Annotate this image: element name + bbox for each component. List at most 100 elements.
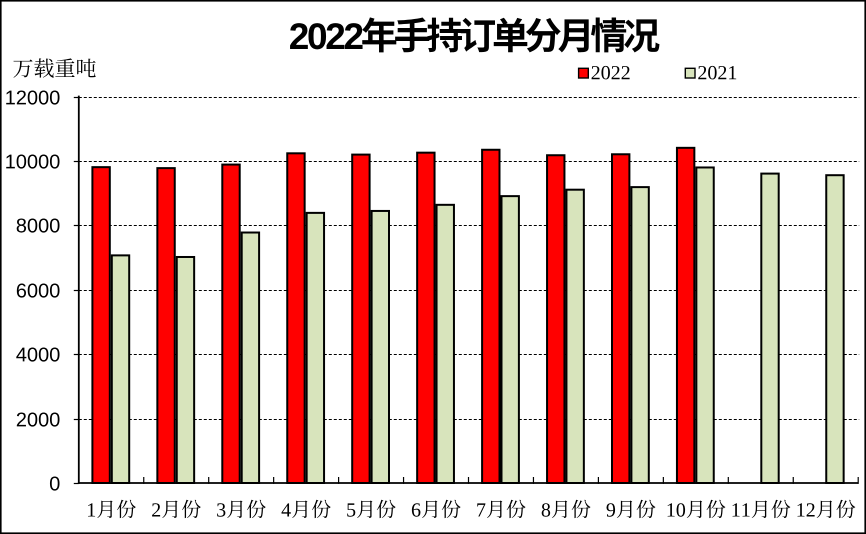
glyph-月 [616, 500, 633, 519]
bar-2022-4月份 [286, 152, 306, 484]
glyph-2 [326, 23, 345, 49]
glyph-月 [816, 500, 833, 519]
glyph-0 [308, 23, 327, 50]
glyph-0 [708, 65, 717, 80]
glyph-6 [411, 503, 421, 517]
bar-2021-5月份 [370, 209, 391, 484]
y-tick-label-2000 [16, 412, 60, 427]
glyph-份 [376, 499, 396, 519]
glyph-1 [742, 503, 750, 517]
bar-2021-4月份 [305, 211, 326, 484]
bar-2021-6月份 [435, 203, 455, 485]
bar-2021-9月份 [630, 186, 650, 484]
bar-2022-6月份 [416, 151, 436, 485]
glyph-1 [6, 90, 15, 105]
chart-title [290, 17, 660, 53]
glyph-份 [506, 499, 526, 519]
bar-2022-7月份 [481, 148, 501, 484]
bar-2021-7月份 [500, 195, 520, 485]
legend-item-2021 [684, 65, 737, 80]
glyph-0 [676, 503, 686, 517]
x-tick-label-11月份 [732, 499, 791, 519]
glyph-月 [686, 500, 703, 519]
x-tick-label-1月份 [88, 499, 136, 519]
glyph-月 [558, 19, 589, 53]
glyph-7 [477, 503, 486, 517]
glyph-3 [217, 503, 226, 517]
glyph-1 [667, 503, 675, 517]
glyph-订 [460, 17, 495, 53]
glyph-月 [357, 500, 373, 519]
glyph-份 [771, 499, 791, 519]
glyph-载 [34, 58, 54, 78]
x-tick-label-3月份 [217, 499, 266, 519]
x-tick-label-9月份 [606, 499, 656, 519]
bar-2022-9月份 [611, 153, 631, 484]
y-axis-unit-label [13, 58, 96, 78]
glyph-2 [16, 412, 26, 427]
bar-2021-3月份 [240, 231, 261, 484]
legend-label-2021 [698, 65, 737, 80]
bar-2021-12月份 [825, 174, 845, 484]
glyph-1 [729, 65, 737, 80]
bar-2022-10月份 [675, 146, 696, 484]
glyph-年 [362, 17, 397, 53]
glyph-1 [732, 503, 740, 517]
glyph-5 [347, 503, 356, 517]
glyph-2 [16, 90, 26, 105]
glyph-份 [636, 499, 656, 519]
y-tick-label-8000 [16, 218, 60, 233]
glyph-月 [227, 500, 243, 519]
glyph-份 [706, 499, 726, 519]
x-tick-label-6月份 [411, 499, 461, 519]
glyph-2 [611, 65, 620, 80]
glyph-情 [591, 17, 627, 53]
glyph-份 [117, 499, 136, 519]
glyph-0 [601, 65, 610, 80]
glyph-2 [152, 503, 161, 517]
bar-2022-3月份 [221, 163, 241, 485]
glyph-况 [624, 19, 660, 53]
glyph-万 [13, 59, 33, 78]
glyph-2 [591, 65, 600, 80]
glyph-4 [16, 347, 27, 362]
glyph-份 [441, 499, 461, 519]
glyph-月 [486, 500, 503, 519]
x-tick-label-5月份 [347, 499, 396, 519]
y-tick-label-6000 [16, 283, 60, 298]
bar-2021-11月份 [760, 172, 780, 484]
glyph-月 [162, 500, 178, 519]
legend-swatch-2021 [684, 67, 696, 79]
x-tick-label-2月份 [152, 499, 201, 519]
glyph-6 [16, 283, 27, 298]
glyph-月 [421, 500, 438, 519]
glyph-1 [6, 154, 15, 169]
glyph-吨 [77, 58, 96, 78]
y-tick-label-12000 [6, 90, 60, 105]
x-tick-label-4月份 [281, 499, 331, 519]
glyph-2 [290, 23, 308, 49]
bar-2022-5月份 [351, 153, 371, 484]
bar-2021-8月份 [565, 188, 585, 485]
glyph-月 [292, 500, 308, 519]
glyph-4 [281, 503, 291, 517]
glyph-份 [836, 499, 856, 519]
glyph-持 [427, 17, 463, 53]
legend-item-2022 [577, 65, 630, 80]
bar-2022-1月份 [91, 166, 111, 484]
bar-2021-10月份 [695, 166, 715, 484]
glyph-2 [718, 65, 727, 80]
glyph-2 [621, 65, 630, 80]
glyph-8 [541, 503, 551, 517]
glyph-份 [181, 499, 201, 519]
bar-2022-2月份 [156, 167, 176, 484]
bar-2022-8月份 [546, 154, 566, 484]
glyph-月 [97, 500, 113, 519]
glyph-份 [246, 499, 266, 519]
legend-label-2022 [591, 65, 630, 80]
glyph-2 [344, 23, 363, 49]
x-tick-label-7月份 [477, 499, 526, 519]
